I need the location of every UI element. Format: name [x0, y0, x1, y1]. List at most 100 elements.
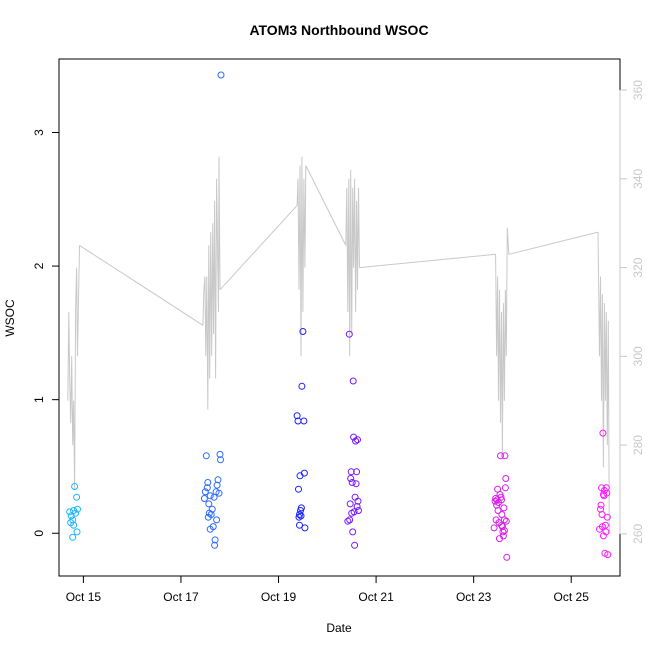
series-line-segment: [296, 156, 307, 357]
data-point: [598, 511, 606, 518]
x-tick-label: Oct 25: [554, 590, 590, 604]
x-axis: Oct 15 Oct 17 Oct 19 Oct 21 Oct 23 Oct 25: [66, 575, 590, 604]
data-point: [213, 516, 221, 524]
line-layer: [67, 156, 610, 534]
data-point: [353, 468, 361, 476]
series-line-segment: [359, 253, 496, 269]
data-point: [603, 489, 611, 497]
data-point: [599, 532, 607, 540]
data-point: [602, 484, 610, 492]
data-point: [597, 501, 605, 509]
data-point: [298, 382, 306, 390]
data-point: [206, 492, 214, 500]
data-point: [503, 553, 511, 561]
data-point: [501, 484, 509, 492]
x-tick-label: Oct 23: [456, 590, 492, 604]
data-point: [502, 517, 510, 525]
y-tick-label: 1: [32, 396, 46, 403]
data-point: [203, 484, 211, 492]
data-point: [216, 450, 224, 458]
y2-tick-label: 280: [631, 435, 645, 455]
data-point: [217, 456, 224, 464]
data-point: [352, 437, 360, 445]
data-point: [73, 493, 81, 501]
series-line-segment: [345, 169, 360, 357]
data-point: [599, 429, 607, 437]
data-point: [300, 417, 308, 425]
series-line-segment: [219, 205, 298, 291]
series-line-segment: [495, 227, 510, 455]
data-point: [347, 475, 355, 482]
data-point: [296, 511, 303, 518]
data-point: [202, 452, 210, 460]
data-point: [217, 71, 225, 79]
data-point: [200, 495, 208, 502]
data-point: [499, 532, 507, 540]
data-point: [206, 525, 214, 533]
y-tick-label: 0: [32, 530, 46, 537]
data-point: [349, 528, 357, 536]
y-tick-label: 2: [32, 262, 46, 269]
data-point: [354, 436, 361, 444]
data-point: [604, 551, 612, 559]
data-point: [499, 528, 507, 536]
data-point: [211, 536, 219, 544]
series-line-segment: [305, 165, 347, 246]
data-point: [502, 475, 510, 482]
data-point: [73, 528, 81, 536]
series-line-segment: [202, 156, 221, 410]
data-point: [211, 541, 219, 549]
data-point: [74, 505, 81, 513]
x-axis-label: Date: [326, 621, 352, 635]
data-point: [344, 517, 352, 525]
data-point: [355, 507, 362, 514]
data-point: [208, 505, 216, 513]
data-point: [491, 497, 499, 505]
x-tick-label: Oct 17: [163, 590, 199, 604]
data-point: [345, 330, 353, 338]
plot-area: [58, 58, 621, 577]
data-point: [501, 452, 509, 460]
data-point: [214, 476, 222, 484]
data-point: [301, 524, 309, 532]
data-point: [603, 513, 611, 521]
data-point: [297, 512, 305, 520]
data-point: [601, 521, 609, 529]
data-point: [296, 472, 304, 480]
series-line-segment: [67, 245, 80, 490]
data-point: [349, 377, 357, 385]
data-point: [498, 521, 505, 529]
series-line-segment: [79, 244, 204, 326]
x-tick-label: Oct 19: [261, 590, 297, 604]
data-point: [498, 496, 505, 504]
data-point: [352, 480, 360, 488]
data-point: [295, 513, 303, 521]
x-tick-label: Oct 21: [358, 590, 394, 604]
data-point: [67, 519, 75, 527]
chart-title: ATOM3 Northbound WSOC: [249, 22, 428, 38]
data-point: [354, 497, 362, 505]
data-point: [66, 508, 74, 516]
data-point: [497, 452, 504, 460]
data-point: [215, 489, 223, 497]
data-point: [71, 483, 79, 490]
data-point: [295, 485, 302, 493]
data-point: [348, 479, 356, 486]
data-point: [351, 541, 359, 549]
x-tick-label: Oct 15: [66, 590, 102, 604]
data-point: [500, 527, 508, 535]
data-point: [346, 500, 354, 508]
y-axis-label: WSOC: [3, 299, 17, 337]
data-point: [72, 509, 80, 517]
data-point: [293, 412, 301, 420]
data-point: [296, 521, 303, 529]
data-point: [500, 516, 508, 524]
series-line-segment: [508, 231, 599, 255]
y2-tick-label: 320: [631, 257, 645, 277]
y2-tick-label: 260: [631, 524, 645, 544]
y2-tick-label: 300: [631, 346, 645, 366]
data-point: [207, 511, 215, 518]
data-point: [500, 504, 508, 512]
data-point: [353, 503, 361, 510]
